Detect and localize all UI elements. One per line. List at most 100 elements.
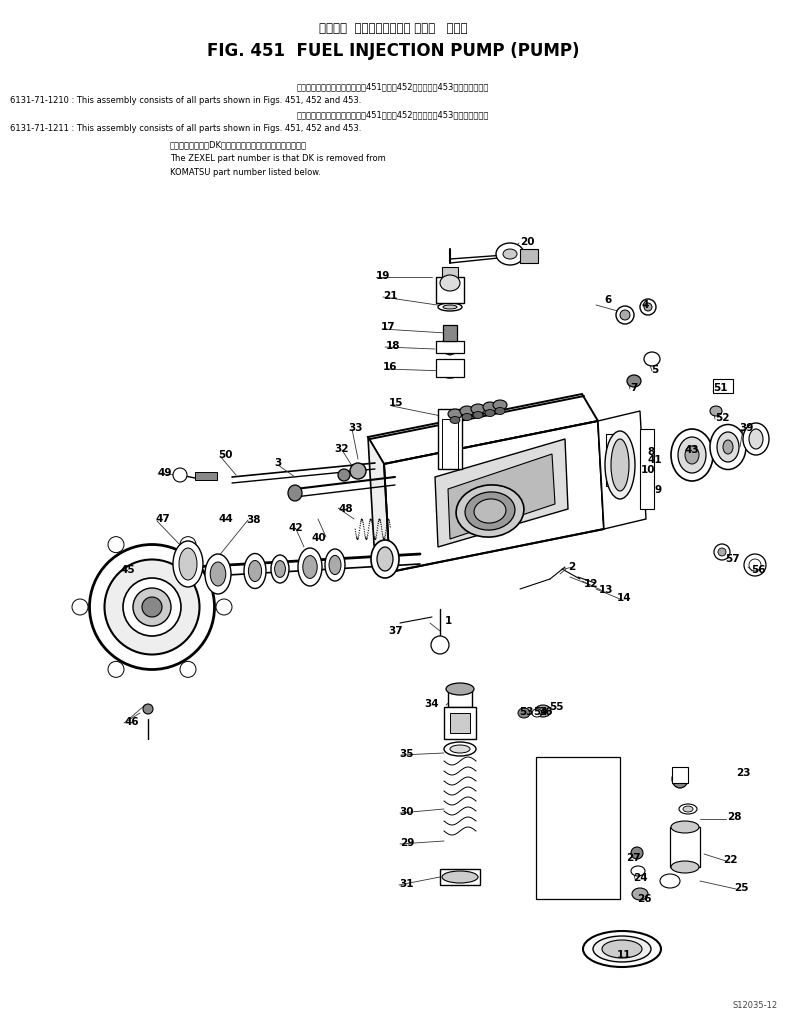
Ellipse shape: [431, 637, 449, 654]
Text: 25: 25: [734, 882, 748, 892]
Text: 55: 55: [549, 701, 564, 711]
Ellipse shape: [518, 708, 530, 718]
Ellipse shape: [618, 476, 626, 484]
Text: 23: 23: [736, 767, 751, 777]
Ellipse shape: [496, 244, 524, 266]
Ellipse shape: [179, 548, 197, 581]
Ellipse shape: [448, 410, 462, 420]
Text: 42: 42: [288, 523, 303, 533]
Text: 5: 5: [652, 365, 659, 375]
Ellipse shape: [205, 554, 231, 594]
Ellipse shape: [679, 804, 697, 814]
Bar: [438, 410, 462, 470]
Ellipse shape: [644, 304, 652, 312]
Ellipse shape: [271, 555, 289, 584]
Ellipse shape: [371, 540, 399, 579]
Ellipse shape: [440, 276, 460, 291]
Polygon shape: [448, 454, 555, 539]
Text: 36: 36: [538, 706, 553, 716]
Ellipse shape: [142, 597, 162, 618]
Ellipse shape: [446, 684, 474, 695]
Text: 30: 30: [400, 806, 414, 816]
Polygon shape: [438, 339, 462, 356]
Text: 18: 18: [386, 340, 400, 351]
Bar: [442, 420, 458, 470]
Bar: [672, 767, 688, 784]
Text: 6131-71-1210 : This assembly consists of all parts shown in Figs. 451, 452 and 4: 6131-71-1210 : This assembly consists of…: [10, 96, 362, 105]
Bar: [670, 827, 700, 867]
Ellipse shape: [631, 866, 645, 876]
Text: 24: 24: [633, 872, 648, 882]
Ellipse shape: [611, 439, 629, 491]
Text: KOMATSU part number listed below.: KOMATSU part number listed below.: [170, 168, 321, 177]
Text: 43: 43: [685, 444, 700, 454]
Ellipse shape: [471, 405, 485, 415]
Ellipse shape: [325, 549, 345, 582]
Ellipse shape: [105, 560, 200, 655]
Ellipse shape: [443, 306, 457, 310]
Text: 28: 28: [727, 811, 741, 821]
Text: 35: 35: [400, 748, 414, 758]
Ellipse shape: [718, 548, 726, 556]
Text: 49: 49: [158, 468, 172, 478]
Text: 34: 34: [424, 698, 439, 708]
Text: 52: 52: [714, 413, 729, 423]
Ellipse shape: [535, 705, 551, 717]
Ellipse shape: [749, 559, 761, 572]
Ellipse shape: [474, 499, 506, 524]
Text: 6: 6: [604, 294, 612, 305]
Bar: [713, 380, 733, 393]
Ellipse shape: [678, 437, 706, 474]
Ellipse shape: [493, 400, 507, 411]
Ellipse shape: [350, 464, 366, 480]
Text: 46: 46: [125, 716, 139, 727]
Bar: [436, 278, 464, 304]
Ellipse shape: [672, 770, 688, 789]
Ellipse shape: [123, 579, 181, 637]
Polygon shape: [384, 422, 604, 573]
Ellipse shape: [616, 307, 634, 325]
Text: 14: 14: [617, 592, 631, 602]
Ellipse shape: [338, 470, 350, 482]
Text: 38: 38: [247, 515, 261, 525]
Ellipse shape: [450, 745, 470, 753]
Text: 32: 32: [335, 443, 349, 453]
Ellipse shape: [248, 560, 262, 582]
Bar: [443, 326, 457, 341]
Ellipse shape: [439, 365, 461, 379]
Ellipse shape: [483, 403, 497, 413]
Text: 2: 2: [568, 561, 575, 572]
Text: 50: 50: [218, 449, 232, 460]
Ellipse shape: [605, 432, 635, 499]
Text: 21: 21: [383, 290, 397, 301]
Ellipse shape: [503, 250, 517, 260]
Ellipse shape: [485, 410, 495, 417]
Text: 17: 17: [380, 322, 395, 331]
Ellipse shape: [640, 300, 656, 316]
Ellipse shape: [685, 446, 699, 465]
Bar: [450, 713, 470, 734]
Text: 57: 57: [725, 553, 740, 564]
Text: 6131-71-1211 : This assembly consists of all parts shown in Figs. 451, 452 and 4: 6131-71-1211 : This assembly consists of…: [10, 124, 362, 132]
Ellipse shape: [710, 407, 722, 417]
Ellipse shape: [644, 353, 660, 367]
Text: このアセンブリの構成部品は第451図、第452図および第453図を含みます。: このアセンブリの構成部品は第451図、第452図および第453図を含みます。: [297, 110, 489, 119]
Ellipse shape: [288, 485, 302, 501]
Bar: [440, 869, 480, 886]
Ellipse shape: [710, 425, 746, 470]
Text: 29: 29: [400, 838, 414, 847]
Text: 8: 8: [648, 446, 655, 457]
Bar: [444, 707, 476, 739]
Ellipse shape: [90, 545, 215, 669]
Ellipse shape: [660, 874, 680, 889]
Polygon shape: [368, 437, 390, 573]
Ellipse shape: [377, 547, 393, 572]
Bar: [195, 473, 217, 481]
Ellipse shape: [329, 555, 341, 575]
Text: 53: 53: [519, 706, 533, 716]
Bar: [606, 434, 614, 486]
Ellipse shape: [444, 742, 476, 756]
Text: 31: 31: [400, 878, 414, 889]
Ellipse shape: [143, 704, 153, 714]
Ellipse shape: [460, 407, 474, 417]
